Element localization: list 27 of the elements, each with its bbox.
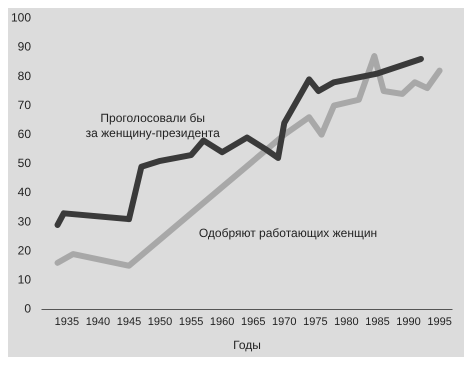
series-label: Одобряют работающих женщин [198,226,378,240]
x-axis-title: Годы [233,338,261,352]
y-tick-label: 80 [18,68,32,83]
y-tick-label: 70 [18,98,32,112]
x-tick-label: 1950 [148,316,172,328]
x-tick-label: 1945 [116,316,142,328]
y-tick-label: 10 [18,272,32,287]
y-tick-label: 0 [24,302,32,316]
x-tick-label: 1975 [303,316,328,328]
x-tick-label: 1990 [396,316,421,328]
x-tick-label: 1980 [334,316,359,328]
x-tick-label: 1935 [54,316,80,328]
y-tick-label: 100 [10,10,32,25]
x-tick-label: 1970 [272,316,297,328]
x-tick-label: 1955 [178,316,204,328]
x-tick-label: 1960 [210,316,234,328]
y-tick-label: 60 [18,126,32,141]
series-label: Проголосовали бы за женщину-президента [86,110,220,140]
x-tick-label: 1940 [86,316,110,328]
x-tick-label: 1965 [240,316,266,328]
y-tick-label: 50 [18,156,32,170]
x-tick-label: 1995 [427,316,452,328]
y-tick-label: 30 [18,214,32,228]
x-tick-label: 1985 [365,316,390,328]
y-tick-label: 20 [18,243,32,258]
y-tick-label: 40 [18,185,32,200]
y-tick-label: 90 [18,40,32,54]
